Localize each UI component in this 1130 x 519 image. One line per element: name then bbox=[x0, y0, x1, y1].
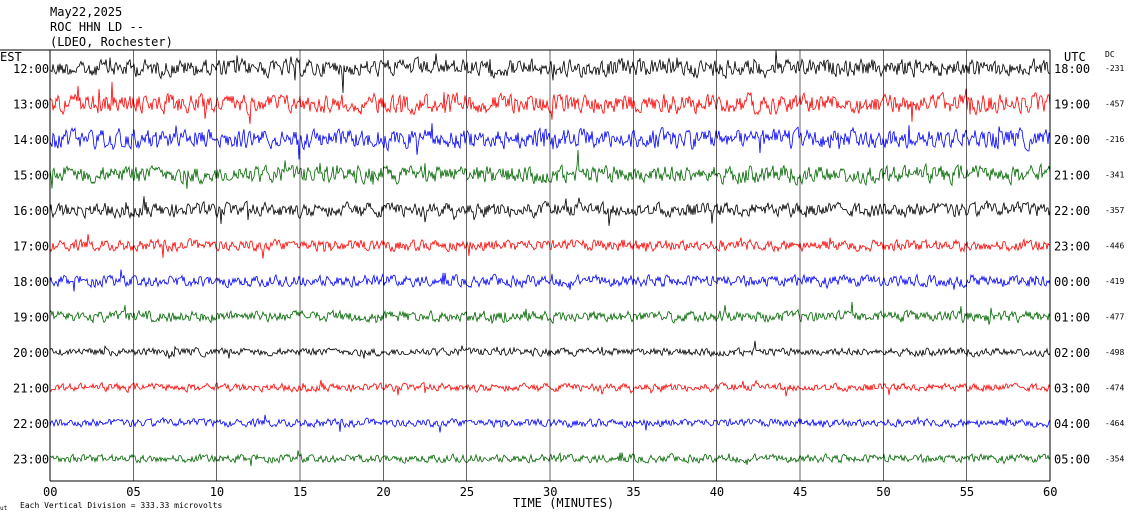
header-date: May22,2025 bbox=[50, 5, 122, 19]
x-tick-label: 45 bbox=[793, 485, 807, 499]
dc-value-label: -446 bbox=[1105, 242, 1124, 251]
corner-mark: ut bbox=[0, 505, 8, 512]
right-axis-label: UTC bbox=[1064, 50, 1086, 64]
est-hour-label: 15:00 bbox=[13, 169, 49, 183]
dc-label: DC bbox=[1105, 50, 1115, 59]
utc-hour-label: 05:00 bbox=[1054, 453, 1090, 467]
dc-value-label: -477 bbox=[1105, 313, 1124, 322]
x-tick-label: 20 bbox=[376, 485, 390, 499]
est-hour-label: 13:00 bbox=[13, 98, 49, 112]
utc-hour-label: 22:00 bbox=[1054, 204, 1090, 218]
x-tick-label: 10 bbox=[210, 485, 224, 499]
scale-text: Each Vertical Division = 333.33 microvol… bbox=[20, 501, 222, 510]
utc-hour-label: 18:00 bbox=[1054, 62, 1090, 76]
dc-value-label: -419 bbox=[1105, 277, 1124, 286]
est-hour-label: 21:00 bbox=[13, 382, 49, 396]
utc-hour-label: 02:00 bbox=[1054, 346, 1090, 360]
dc-value-label: -457 bbox=[1105, 100, 1124, 109]
x-axis-label: TIME (MINUTES) bbox=[513, 496, 614, 510]
est-hour-label: 16:00 bbox=[13, 204, 49, 218]
minute-gridlines bbox=[49, 50, 1051, 481]
header-location: (LDEO, Rochester) bbox=[50, 35, 173, 49]
utc-hour-label: 01:00 bbox=[1054, 311, 1090, 325]
dc-value-label: -498 bbox=[1105, 348, 1124, 357]
x-tick-label: 05 bbox=[126, 485, 140, 499]
dc-value-label: -216 bbox=[1105, 135, 1124, 144]
utc-hour-label: 04:00 bbox=[1054, 417, 1090, 431]
dc-value-label: -464 bbox=[1105, 419, 1124, 428]
dc-value-label: -354 bbox=[1105, 455, 1124, 464]
utc-hour-label: 20:00 bbox=[1054, 133, 1090, 147]
x-tick-label: 40 bbox=[710, 485, 724, 499]
dc-value-label: -231 bbox=[1105, 64, 1124, 73]
utc-hour-label: 19:00 bbox=[1054, 98, 1090, 112]
x-tick-label: 00 bbox=[43, 485, 57, 499]
dc-value-label: -474 bbox=[1105, 384, 1124, 393]
est-hour-label: 23:00 bbox=[13, 453, 49, 467]
x-tick-label: 60 bbox=[1043, 485, 1057, 499]
est-hour-label: 18:00 bbox=[13, 275, 49, 289]
x-tick-labels: 00 05 10 15 20 25 30 35 40 45 50 55 60 bbox=[43, 485, 1057, 499]
x-tick-label: 50 bbox=[876, 485, 890, 499]
row-labels: 12:00 18:00 -231 13:00 19:00 -457 14:00 20:00 -2… bbox=[13, 62, 1124, 467]
utc-hour-label: 00:00 bbox=[1054, 275, 1090, 289]
left-axis-label: EST bbox=[0, 50, 22, 64]
x-tick-label: 35 bbox=[626, 485, 640, 499]
utc-hour-label: 03:00 bbox=[1054, 382, 1090, 396]
dc-value-label: -357 bbox=[1105, 206, 1124, 215]
x-tick-label: 55 bbox=[960, 485, 974, 499]
x-tick-label: 30 bbox=[543, 485, 557, 499]
x-tick-label: 15 bbox=[293, 485, 307, 499]
est-hour-label: 17:00 bbox=[13, 240, 49, 254]
x-tick-label: 25 bbox=[460, 485, 474, 499]
est-hour-label: 12:00 bbox=[13, 62, 49, 76]
header-station: ROC HHN LD -- bbox=[50, 20, 144, 34]
utc-hour-label: 21:00 bbox=[1054, 169, 1090, 183]
est-hour-label: 22:00 bbox=[13, 417, 49, 431]
utc-hour-label: 23:00 bbox=[1054, 240, 1090, 254]
est-hour-label: 19:00 bbox=[13, 311, 49, 325]
est-hour-label: 14:00 bbox=[13, 133, 49, 147]
dc-value-label: -341 bbox=[1105, 171, 1124, 180]
est-hour-label: 20:00 bbox=[13, 346, 49, 360]
